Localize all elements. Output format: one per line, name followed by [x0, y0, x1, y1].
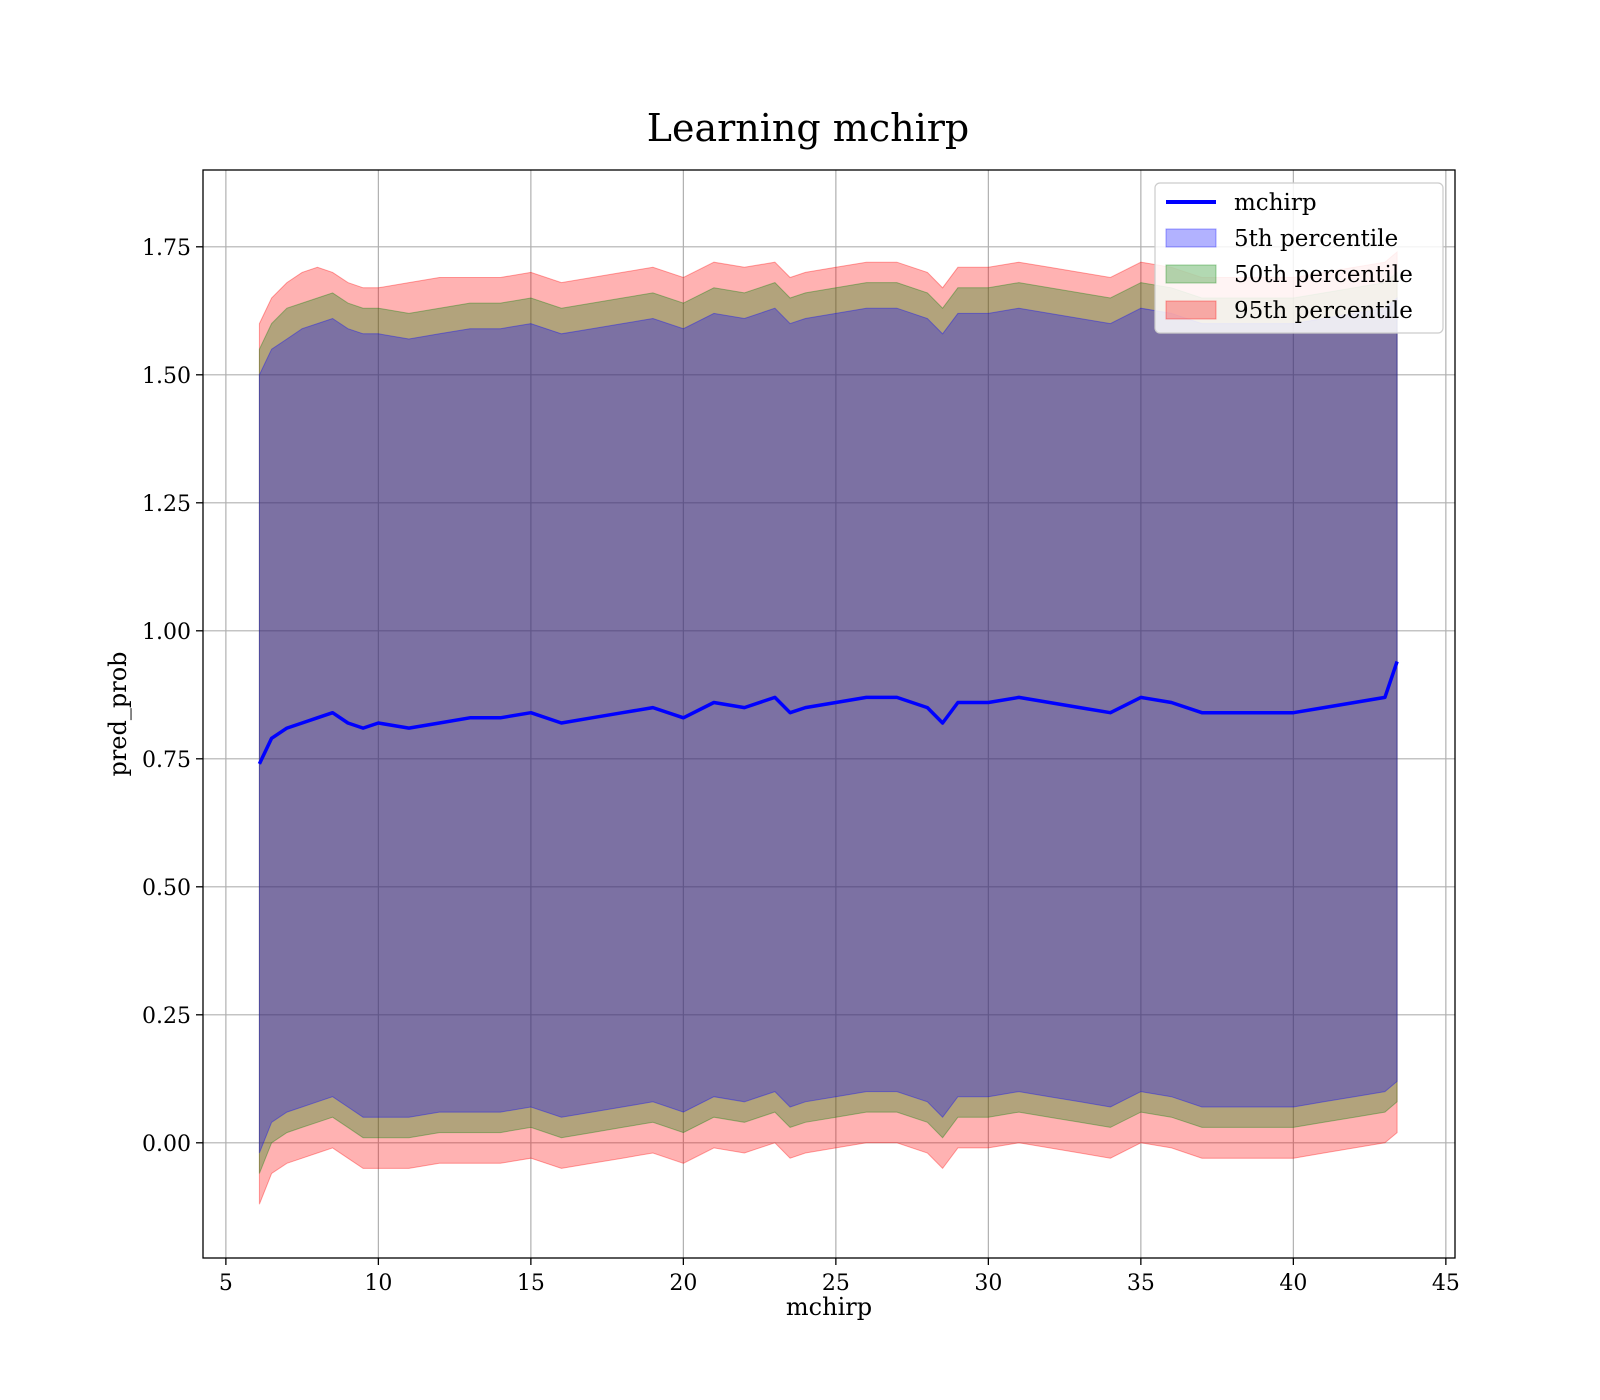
x-tick-label: 5 [219, 1271, 233, 1296]
percentile-bands [258, 250, 1398, 1205]
y-tick-label: 1.00 [142, 620, 191, 645]
legend-swatch-5th-percentile [1165, 228, 1217, 248]
legend-swatch-95th-percentile [1165, 300, 1217, 320]
x-tick-label: 35 [1127, 1271, 1155, 1296]
x-axis-label: mchirp [786, 1293, 872, 1321]
legend-label-mchirp: mchirp [1234, 190, 1317, 216]
band-5th-percentile [258, 296, 1398, 1154]
x-tick-label: 20 [669, 1271, 697, 1296]
y-tick-label: 0.25 [142, 1004, 191, 1029]
band-95th-percentile [258, 250, 1398, 1205]
x-tick-label: 30 [974, 1271, 1002, 1296]
legend-label-50th-percentile: 50th percentile [1234, 262, 1413, 288]
legend: mchirp 5th percentile 50th percentile 95… [1154, 182, 1444, 334]
mchirp-line-layer [257, 660, 1399, 765]
x-tick-label: 25 [822, 1271, 850, 1296]
y-axis-ticks: 0.00 0.25 0.50 0.75 1.00 1.25 1.50 1.75 [142, 236, 203, 1157]
legend-box [1154, 182, 1444, 334]
y-axis-label: pred_prob [104, 651, 132, 776]
x-tick-label: 45 [1432, 1271, 1460, 1296]
y-tick-label: 0.50 [142, 876, 191, 901]
y-tick-label: 0.00 [142, 1132, 191, 1157]
band-50th-percentile [258, 271, 1398, 1174]
y-tick-label: 1.50 [142, 364, 191, 389]
y-tick-label: 1.75 [142, 236, 191, 261]
x-tick-label: 10 [364, 1271, 392, 1296]
chart-title: Learning mchirp [647, 106, 969, 150]
legend-label-95th-percentile: 95th percentile [1234, 298, 1413, 324]
legend-swatch-50th-percentile [1165, 264, 1217, 284]
plot-frame [202, 169, 1456, 1259]
x-tick-label: 40 [1279, 1271, 1307, 1296]
mchirp-line [257, 660, 1399, 765]
grid [203, 170, 1455, 1258]
y-tick-label: 1.25 [142, 492, 191, 517]
x-tick-label: 15 [517, 1271, 545, 1296]
y-tick-label: 0.75 [142, 748, 191, 773]
x-axis-ticks: 5 10 15 20 25 30 35 40 45 [219, 1258, 1460, 1296]
legend-label-5th-percentile: 5th percentile [1234, 226, 1398, 252]
